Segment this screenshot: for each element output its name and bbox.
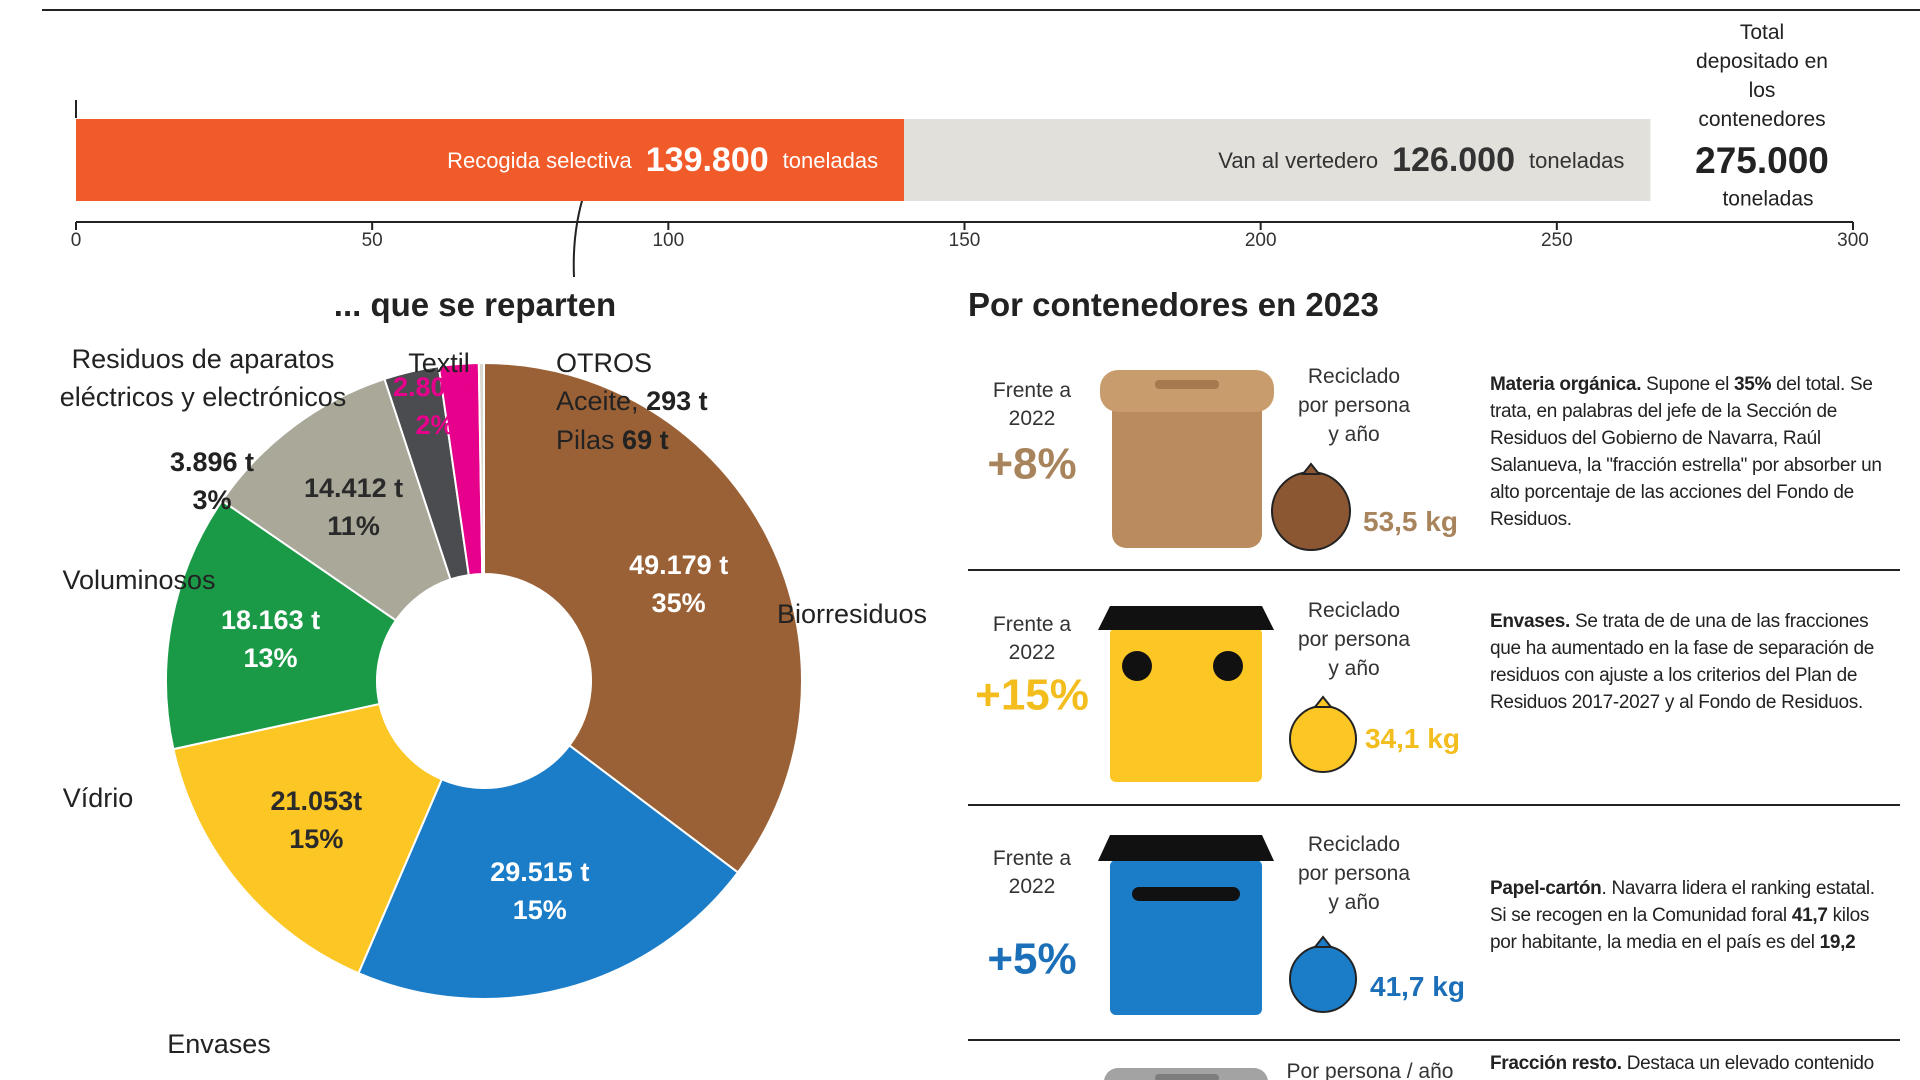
donut-slice (172, 702, 444, 975)
description: Fracción resto. Destaca un elevado conte… (1490, 1050, 1885, 1080)
description-text: Materia orgánica. (1490, 374, 1642, 395)
description-text: Destaca un elevado contenido de fraccion… (1626, 1053, 1875, 1074)
slice-share-label: 15% (512, 895, 567, 926)
packaging-bin-icon (1098, 606, 1357, 782)
description-text: 41,7 (1791, 905, 1828, 926)
description: Materia orgánica. Supone el 35% del tota… (1490, 371, 1885, 533)
slice-name: Voluminosos (62, 564, 216, 595)
description-text: Se trata de de una de las fracciones que… (1490, 611, 1874, 713)
section-title: Por contenedores en 2023 (968, 286, 1379, 324)
other-item-name: Aceite, (556, 385, 639, 416)
compare-label: Frente a 2022 (992, 847, 1072, 898)
slice-value-label: 2.803 t (392, 371, 478, 402)
donut-slice (165, 499, 398, 751)
slice-name: Biorresiduos (776, 598, 928, 629)
description: Papel-cartón. Navarra lidera el ranking … (1490, 875, 1885, 956)
annotation: ... que se reparten (333, 286, 617, 324)
per-person-label: Reciclado por persona y año (1297, 365, 1411, 446)
slice-value-label: 18.163 t (221, 604, 321, 635)
series-name: Recogida selectiva (447, 148, 632, 173)
x-tick-label: 100 (652, 230, 684, 251)
change-value: +15% (975, 670, 1089, 720)
per-person-label: Reciclado por persona y año (1297, 599, 1411, 680)
change-value: +8% (987, 439, 1077, 489)
compare-label: Frente a 2022 (992, 379, 1072, 430)
slice-share-label: 15% (289, 823, 344, 854)
compare-label: Frente a 2022 (992, 613, 1072, 664)
organic-bin-icon (1100, 370, 1351, 551)
description-text: kilos por habitante, la media en el país… (1490, 905, 1870, 953)
x-tick-label: 150 (949, 230, 981, 251)
description-text: Fracción resto. (1490, 1053, 1622, 1074)
bar-segment (76, 119, 905, 201)
total-unit: toneladas (1722, 187, 1814, 211)
unit-label: toneladas (783, 148, 878, 173)
slice-share-label: 11% (327, 510, 380, 541)
bar-segment (904, 119, 1651, 201)
slice-name: Textil (408, 347, 470, 378)
description-text: 19,2 (1819, 932, 1856, 953)
other-item: Pilas 69 t (556, 424, 669, 456)
paper-bin-icon (1098, 835, 1357, 1015)
donut-slice (477, 361, 485, 576)
slice-share-label: 13% (243, 642, 298, 673)
slice-name: Envases (167, 1028, 271, 1059)
x-tick-label: 50 (362, 230, 383, 251)
series-name: Van al vertedero (1218, 148, 1378, 173)
donut-slice (483, 361, 803, 874)
other-item-value: 293 t (646, 385, 708, 416)
bar-label: Recogida selectiva 139.800 toneladas (447, 141, 878, 179)
slice-value-label: 21.053t (270, 785, 363, 816)
slice-value-label: 14.412 t (304, 472, 404, 503)
slice-share-label: 35% (651, 587, 706, 618)
rest-bin-icon (1104, 1068, 1268, 1080)
slice-name: Vídrio (62, 782, 134, 813)
total-label: Total depositado en los contenedores (1696, 21, 1828, 131)
x-tick-label: 200 (1245, 230, 1277, 251)
donut-slice (357, 744, 740, 1000)
description-text: 35% (1734, 374, 1772, 395)
amount-value: 53,5 kg (1363, 506, 1458, 538)
slice-share-label: 3% (192, 484, 232, 515)
per-person-label: Por persona / año (1286, 1060, 1454, 1080)
slice-name: OTROS (556, 347, 653, 378)
other-item-value: 69 t (622, 424, 669, 455)
amount-value: 34,1 kg (1365, 723, 1460, 755)
change-value: +5% (987, 934, 1077, 984)
x-tick-label: 250 (1541, 230, 1573, 251)
bar-label: Van al vertedero 126.000 toneladas (1218, 141, 1624, 179)
description-text: Envases. (1490, 611, 1570, 632)
amount-value: 41,7 kg (1370, 971, 1465, 1003)
x-tick-label: 0 (71, 230, 82, 251)
slice-value-label: 29.515 t (490, 857, 590, 888)
description-text: Papel-cartón (1490, 878, 1602, 899)
slice-value-label: 3.896 t (169, 446, 255, 477)
slice-share-label: 2% (415, 409, 455, 440)
description-text: . Navarra lidera el ranking estatal. Si … (1490, 878, 1875, 926)
slice-value-label: 49.179 t (629, 549, 729, 580)
value-label: 139.800 (646, 141, 769, 179)
description-text: del total. Se trata, en palabras del jef… (1490, 374, 1882, 530)
total-value: 275.000 (1695, 139, 1829, 181)
other-item-name: Pilas (556, 424, 615, 455)
other-item: Aceite, 293 t (556, 385, 708, 417)
connector (572, 190, 586, 278)
per-person-label: Reciclado por persona y año (1297, 833, 1411, 914)
description: Envases. Se trata de de una de las fracc… (1490, 608, 1885, 716)
donut-slice (220, 377, 452, 622)
x-tick-label: 300 (1837, 230, 1869, 251)
value-label: 126.000 (1392, 141, 1515, 179)
description-text: Supone el (1641, 374, 1735, 395)
unit-label: toneladas (1529, 148, 1624, 173)
slice-name: Residuos de aparatos eléctricos y electr… (59, 344, 347, 412)
